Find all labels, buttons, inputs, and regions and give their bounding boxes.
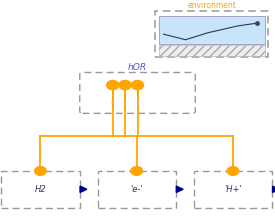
Polygon shape — [273, 186, 275, 192]
Circle shape — [131, 167, 142, 175]
FancyBboxPatch shape — [159, 16, 265, 44]
Text: ·2: ·2 — [123, 101, 128, 106]
Circle shape — [131, 80, 144, 90]
Text: ·1: ·1 — [135, 101, 140, 106]
Text: 'e-': 'e-' — [131, 185, 143, 194]
Polygon shape — [80, 186, 87, 192]
FancyBboxPatch shape — [194, 171, 272, 208]
Circle shape — [107, 80, 119, 90]
Circle shape — [35, 167, 46, 175]
Text: H: H — [111, 101, 115, 106]
Circle shape — [119, 80, 131, 90]
Circle shape — [227, 167, 239, 175]
FancyBboxPatch shape — [155, 11, 268, 57]
Text: H2: H2 — [35, 185, 46, 194]
FancyBboxPatch shape — [98, 171, 176, 208]
FancyBboxPatch shape — [80, 73, 195, 113]
FancyBboxPatch shape — [159, 45, 265, 56]
Text: 'H+': 'H+' — [224, 185, 242, 194]
Text: environment: environment — [187, 1, 236, 10]
FancyBboxPatch shape — [1, 171, 80, 208]
Text: hOR: hOR — [128, 64, 147, 73]
Polygon shape — [176, 186, 183, 192]
